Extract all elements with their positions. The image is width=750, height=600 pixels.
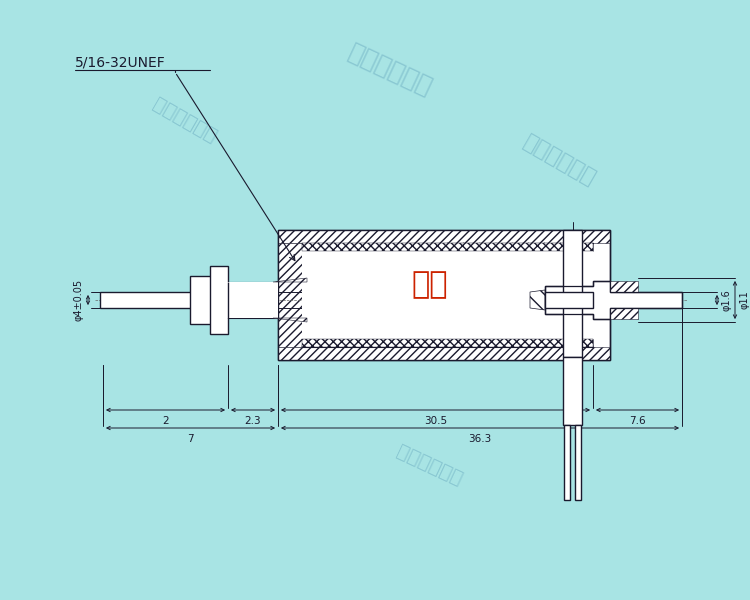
Text: 德昂电磁技术: 德昂电磁技术 [344, 40, 436, 100]
Bar [278, 347, 610, 360]
Text: φ1.6: φ1.6 [721, 289, 731, 311]
Bar [278, 243, 302, 347]
Text: 30.5: 30.5 [424, 416, 447, 426]
Bar [563, 357, 582, 425]
Text: 德昂电磁技术: 德昂电磁技术 [150, 94, 220, 146]
Bar [302, 339, 593, 347]
Text: 5/16-32UNEF: 5/16-32UNEF [75, 56, 166, 70]
Bar [575, 425, 581, 500]
Bar [100, 292, 210, 308]
Text: 7.6: 7.6 [629, 416, 646, 426]
Bar [563, 230, 582, 357]
Bar [302, 243, 593, 251]
Polygon shape [273, 318, 307, 322]
Bar [278, 230, 610, 243]
Text: 德昂电磁技术: 德昂电磁技术 [394, 442, 466, 488]
Bar [545, 292, 593, 308]
Bar [190, 276, 215, 324]
Text: 推式: 推式 [412, 271, 448, 299]
Polygon shape [530, 290, 545, 310]
Text: 36.3: 36.3 [468, 434, 492, 444]
Bar [610, 308, 638, 319]
Text: 德昂电磁技术: 德昂电磁技术 [520, 131, 600, 189]
Polygon shape [545, 281, 682, 319]
Text: 7: 7 [188, 434, 194, 444]
Bar [210, 266, 228, 334]
Text: 2: 2 [162, 416, 169, 426]
Bar [278, 230, 610, 360]
Text: φ11: φ11 [739, 290, 749, 310]
Bar [302, 243, 593, 347]
Polygon shape [273, 278, 307, 282]
Bar [564, 425, 570, 500]
Text: 2.3: 2.3 [244, 416, 261, 426]
Text: φ4±0.05: φ4±0.05 [74, 279, 84, 321]
Bar [610, 281, 638, 292]
Bar [278, 230, 610, 360]
Bar [225, 282, 278, 318]
